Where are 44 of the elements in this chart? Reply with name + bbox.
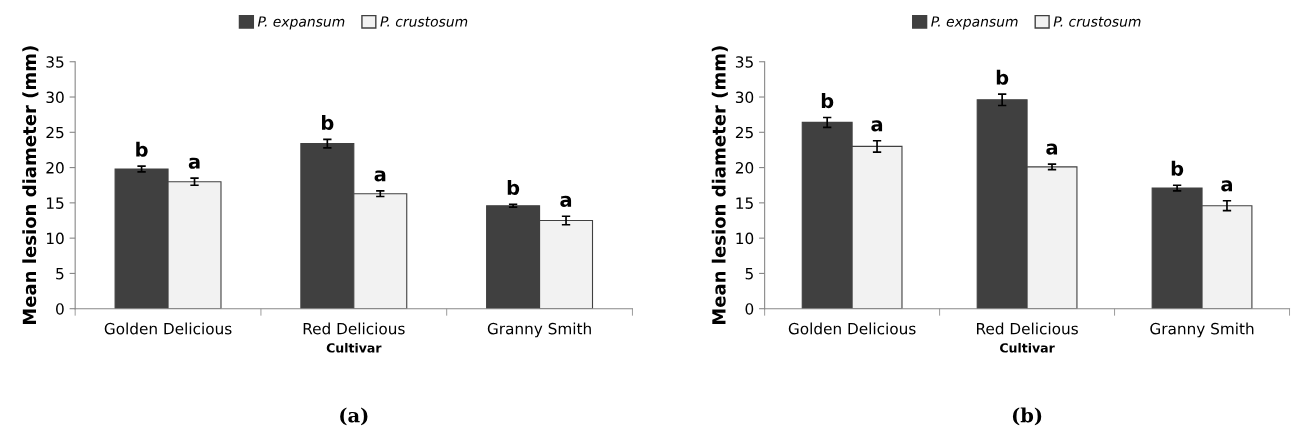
y-tick-label: 25 xyxy=(46,126,64,139)
data-label: a xyxy=(188,157,200,169)
data-label: a xyxy=(560,195,572,207)
x-tick-label: Red Delicious xyxy=(976,322,1078,335)
data-label: a xyxy=(871,120,883,132)
y-axis-title: Mean lesion diameter (mm) xyxy=(22,46,39,325)
legend-label: P. crustosum xyxy=(380,16,468,27)
y-tick-label: 5 xyxy=(56,268,64,280)
data-label: b xyxy=(1171,160,1184,176)
text: (a) xyxy=(340,407,368,426)
data-label: b xyxy=(996,69,1009,85)
y-tick-label: 10 xyxy=(736,232,754,245)
x-tick-label: Golden Delicious xyxy=(104,322,232,335)
y-tick-label: 30 xyxy=(46,91,64,104)
legend-label: P. crustosum xyxy=(1053,16,1141,27)
y-axis-title: Mean lesion diameter (mm) xyxy=(711,46,728,325)
data-label: b xyxy=(507,179,520,195)
y-tick-label: 0 xyxy=(745,303,754,315)
y-tick-label: 20 xyxy=(735,162,754,174)
y-tick-label: 10 xyxy=(46,232,64,245)
y-tick-label: 30 xyxy=(735,91,754,104)
x-tick-label: Golden Delicious xyxy=(788,322,916,335)
x-tick-label: Granny Smith xyxy=(1150,322,1254,338)
y-tick-label: 0 xyxy=(56,303,64,315)
data-label: b xyxy=(322,114,334,131)
legend-label: P. expansum xyxy=(257,16,345,30)
y-tick-label: 25 xyxy=(735,126,753,139)
y-tick-label: 5 xyxy=(745,268,753,280)
x-tick-label: Granny Smith xyxy=(487,322,591,338)
y-tick-label: 35 xyxy=(735,56,753,68)
data-label: a xyxy=(1221,180,1232,192)
y-tick-label: 15 xyxy=(736,197,753,209)
text: (b) xyxy=(1012,407,1042,426)
legend-label: P. expansum xyxy=(931,16,1018,30)
x-tick-label: Red Delicious xyxy=(303,322,405,335)
x-axis-title: Cultivar xyxy=(1000,342,1055,353)
x-axis-title: Cultivar xyxy=(326,342,382,353)
y-tick-label: 15 xyxy=(46,197,64,209)
data-label: b xyxy=(821,93,834,109)
y-tick-label: 35 xyxy=(46,56,64,68)
data-label: a xyxy=(374,170,386,182)
data-label: a xyxy=(1046,143,1058,155)
y-tick-label: 20 xyxy=(46,162,64,174)
data-label: b xyxy=(136,141,148,157)
